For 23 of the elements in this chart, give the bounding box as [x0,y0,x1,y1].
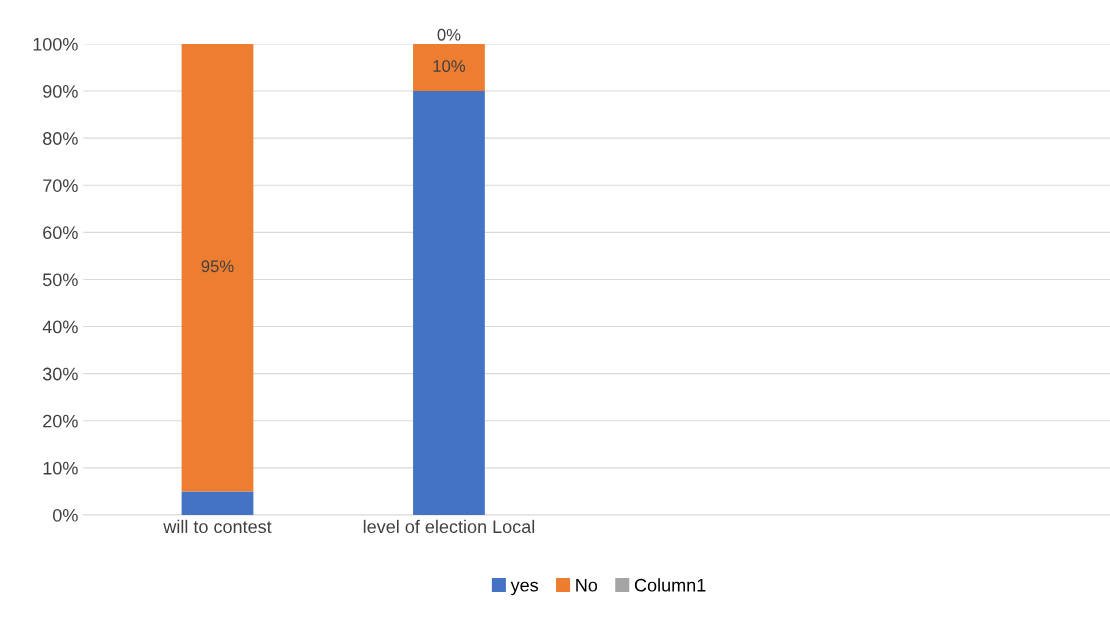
y-tick-label: 60% [43,226,78,240]
bar [413,91,485,515]
y-tick-label: 80% [43,132,78,145]
data-label: 95% [201,260,234,273]
y-tick-label: 40% [42,320,78,334]
y-tick-label: 50% [42,273,78,287]
bar [181,491,254,515]
legend-label: No [576,578,598,592]
y-tick-label: 100% [33,37,78,51]
bar [181,43,254,492]
y-tick-label: 0% [53,508,78,522]
x-tick-label: will to contest [163,519,272,534]
y-tick-label: 90% [43,84,78,98]
legend-label: Column1 [634,578,706,592]
legend-label: yes [510,581,539,596]
data-label: 0% [437,28,461,41]
data-label: 10% [433,60,466,72]
x-tick-label: level of election Local [363,519,535,534]
y-tick-label: 10% [43,461,78,475]
bar [413,43,485,92]
y-tick-label: 30% [42,367,78,381]
y-tick-label: 20% [43,414,78,428]
y-tick-label: 70% [43,179,78,192]
